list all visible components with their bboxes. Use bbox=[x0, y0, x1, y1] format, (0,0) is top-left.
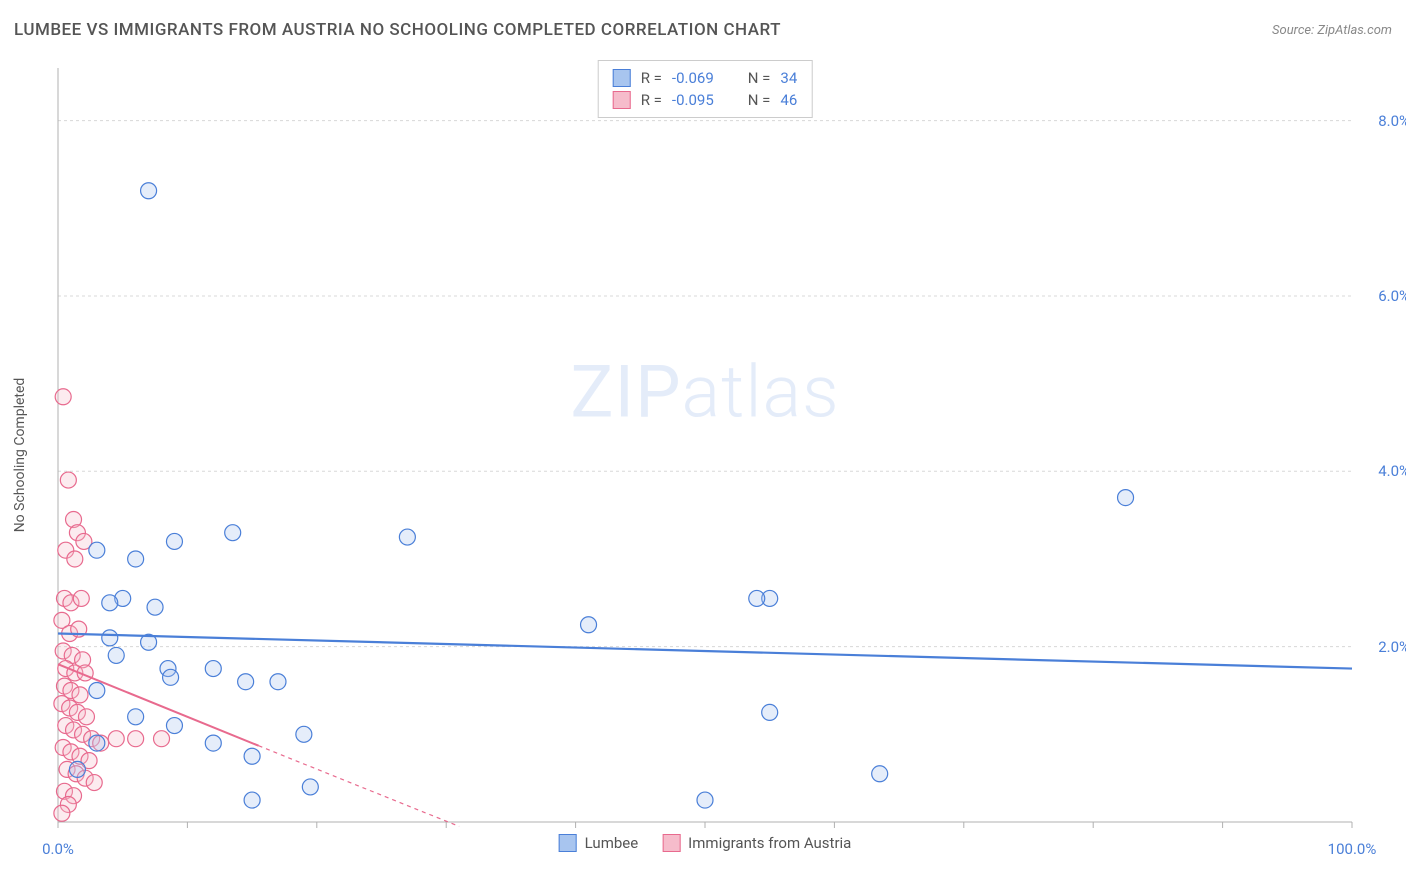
y-axis-label: No Schooling Completed bbox=[12, 378, 28, 533]
legend-r-label: R = bbox=[641, 91, 662, 109]
legend-n-value: 34 bbox=[780, 69, 797, 87]
legend-series-item: Immigrants from Austria bbox=[662, 834, 851, 852]
legend-n-value: 46 bbox=[780, 91, 797, 109]
legend-series: Lumbee Immigrants from Austria bbox=[559, 834, 852, 852]
x-tick-label: 100.0% bbox=[1328, 840, 1377, 858]
header-bar: LUMBEE VS IMMIGRANTS FROM AUSTRIA NO SCH… bbox=[14, 20, 1392, 40]
y-tick-label: 6.0% bbox=[1378, 287, 1406, 305]
legend-n-label: N = bbox=[748, 91, 771, 109]
legend-swatch bbox=[613, 69, 631, 87]
legend-series-item: Lumbee bbox=[559, 834, 639, 852]
legend-series-label: Immigrants from Austria bbox=[688, 834, 851, 852]
y-tick-label: 2.0% bbox=[1378, 638, 1406, 656]
legend-stat-row: R = -0.069 N = 34 bbox=[613, 67, 798, 89]
legend-r-value: -0.069 bbox=[672, 69, 714, 87]
source-attribution: Source: ZipAtlas.com bbox=[1272, 23, 1392, 38]
legend-r-label: R = bbox=[641, 69, 662, 87]
legend-n-label: N = bbox=[748, 69, 771, 87]
legend-stat-row: R = -0.095 N = 46 bbox=[613, 89, 798, 111]
chart-title: LUMBEE VS IMMIGRANTS FROM AUSTRIA NO SCH… bbox=[14, 20, 781, 40]
scatter-plot bbox=[50, 60, 1360, 850]
y-tick-label: 4.0% bbox=[1378, 462, 1406, 480]
legend-series-label: Lumbee bbox=[585, 834, 639, 852]
legend-swatch bbox=[662, 834, 680, 852]
y-tick-label: 8.0% bbox=[1378, 112, 1406, 130]
legend-correlation-box: R = -0.069 N = 34 R = -0.095 N = 46 bbox=[598, 60, 813, 118]
chart-area: No Schooling Completed ZIPatlas R = -0.0… bbox=[50, 60, 1360, 850]
legend-swatch bbox=[613, 91, 631, 109]
legend-r-value: -0.095 bbox=[672, 91, 714, 109]
legend-swatch bbox=[559, 834, 577, 852]
x-tick-label: 0.0% bbox=[42, 840, 74, 858]
